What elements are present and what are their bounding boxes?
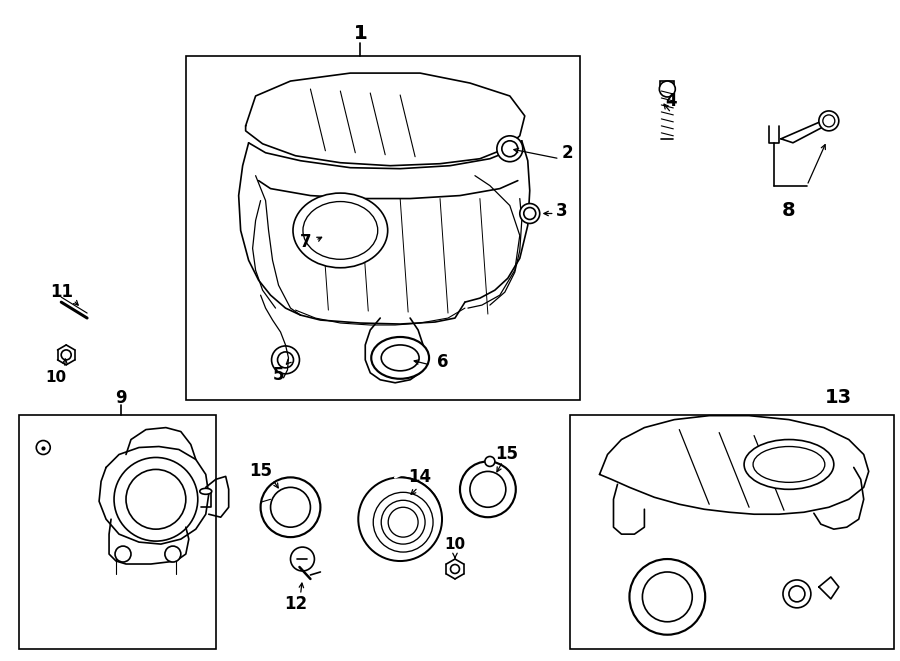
Circle shape <box>485 457 495 467</box>
Ellipse shape <box>371 337 429 379</box>
Circle shape <box>660 81 675 97</box>
Ellipse shape <box>744 440 833 489</box>
Text: 5: 5 <box>273 366 284 384</box>
Circle shape <box>460 461 516 517</box>
Ellipse shape <box>293 193 388 268</box>
Text: 10: 10 <box>46 370 67 385</box>
Bar <box>19 414 216 648</box>
Text: 14: 14 <box>409 469 432 486</box>
Text: 8: 8 <box>782 201 796 220</box>
Circle shape <box>261 477 320 537</box>
Text: 12: 12 <box>284 595 307 613</box>
Circle shape <box>783 580 811 608</box>
Text: 15: 15 <box>495 446 518 463</box>
Bar <box>570 414 894 648</box>
Text: 2: 2 <box>562 143 573 162</box>
Circle shape <box>497 136 523 162</box>
Text: 4: 4 <box>665 92 677 110</box>
Circle shape <box>291 547 314 571</box>
Text: 6: 6 <box>437 353 449 371</box>
Circle shape <box>115 546 131 562</box>
Text: 7: 7 <box>300 233 311 251</box>
Text: 13: 13 <box>825 388 852 407</box>
Text: 10: 10 <box>445 537 465 551</box>
Circle shape <box>819 111 839 131</box>
Circle shape <box>629 559 706 635</box>
Text: 3: 3 <box>556 202 568 219</box>
Text: 11: 11 <box>50 283 73 301</box>
Bar <box>185 56 580 400</box>
Circle shape <box>520 204 540 223</box>
Circle shape <box>358 477 442 561</box>
Ellipse shape <box>200 488 212 494</box>
Text: 9: 9 <box>115 389 127 407</box>
Text: 15: 15 <box>249 463 272 481</box>
Circle shape <box>114 457 198 541</box>
Bar <box>661 81 674 89</box>
Circle shape <box>272 346 300 374</box>
Text: 1: 1 <box>354 24 367 43</box>
Circle shape <box>165 546 181 562</box>
Text: 1: 1 <box>354 24 367 43</box>
